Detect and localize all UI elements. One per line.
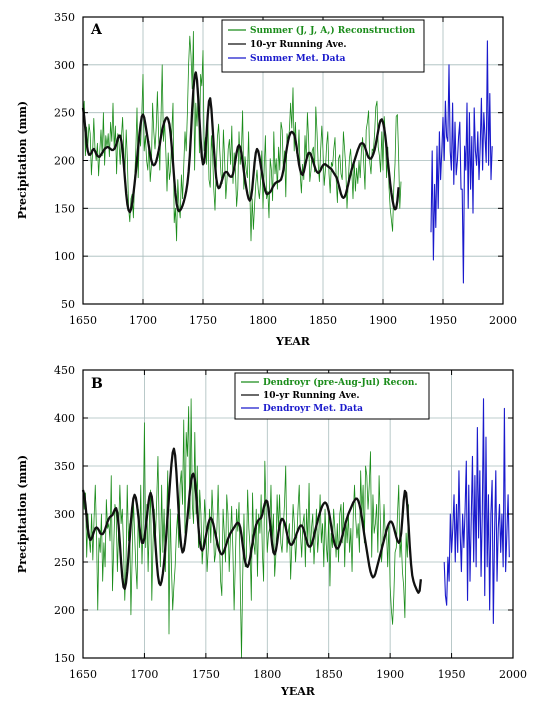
series-group-a (81, 30, 493, 284)
panel-b: 1650 1700 1750 1800 1850 1900 1950 2000 150 200 25… (16, 364, 527, 698)
y-tick-label-a: 150 (54, 202, 75, 215)
x-tick-label-b: 1700 (130, 668, 158, 681)
legend-b: Dendroyr (pre-Aug-Jul) Recon. 10-yr Runn… (234, 372, 430, 420)
y-tick-label-a: 350 (54, 11, 75, 24)
x-tick-label-a: 1800 (249, 314, 277, 327)
ticks-b: 1650 1700 1750 1800 1850 1900 1950 2000 150 200 25… (54, 364, 527, 681)
x-tick-label-a: 1900 (369, 314, 397, 327)
x-axis-label-a: YEAR (275, 335, 311, 348)
y-tick-label-a: 300 (54, 59, 75, 72)
legend-label-met-data-a: Summer Met. Data (250, 54, 346, 64)
y-tick-label-b: 300 (54, 508, 75, 521)
x-axis-label-b: YEAR (280, 685, 316, 698)
legend-label-reconstruction-a: Summer (J, J, A,) Reconstruction (250, 25, 416, 36)
x-tick-label-a: 1650 (69, 314, 97, 327)
y-tick-label-b: 150 (54, 652, 75, 665)
legend-label-met-data-b: Dendroyr Met. Data (263, 404, 363, 414)
x-tick-label-a: 1950 (429, 314, 457, 327)
x-tick-label-a: 2000 (489, 314, 517, 327)
legend-a: Summer (J, J, A,) Reconstruction 10-yr R… (221, 19, 425, 73)
legend-label-running-ave-a: 10-yr Running Ave. (250, 40, 347, 50)
series-line-running-ave-a (81, 71, 400, 214)
x-tick-label-a: 1750 (189, 314, 217, 327)
series-line-met-data-a (430, 40, 493, 284)
x-tick-label-b: 1750 (192, 668, 220, 681)
x-tick-label-b: 1950 (438, 668, 466, 681)
y-tick-label-b: 450 (54, 364, 75, 377)
legend-label-reconstruction-b: Dendroyr (pre-Aug-Jul) Recon. (263, 377, 418, 388)
x-tick-label-b: 1650 (69, 668, 97, 681)
x-tick-label-b: 1900 (376, 668, 404, 681)
panel-label-a: A (90, 22, 103, 38)
y-tick-label-a: 50 (61, 298, 75, 311)
x-tick-label-a: 1700 (129, 314, 157, 327)
y-tick-label-a: 100 (54, 250, 75, 263)
y-tick-label-a: 200 (54, 155, 75, 168)
y-axis-label-a: Precipitation (mm) (16, 101, 29, 219)
legend-box-a (221, 19, 425, 73)
legend-box-b (234, 372, 430, 420)
panel-a: 1650 1700 1750 1800 1850 1900 1950 2000 50 100 150… (16, 11, 517, 348)
y-tick-label-b: 400 (54, 412, 75, 425)
y-tick-label-a: 250 (54, 107, 75, 120)
y-axis-label-b: Precipitation (mm) (16, 455, 29, 573)
y-tick-label-b: 350 (54, 460, 75, 473)
series-group-b (81, 398, 510, 659)
legend-label-running-ave-b: 10-yr Running Ave. (263, 391, 360, 401)
x-tick-label-b: 1800 (253, 668, 281, 681)
x-tick-label-b: 2000 (499, 668, 527, 681)
series-line-running-ave-b (81, 447, 423, 594)
panel-label-b: B (91, 376, 103, 392)
series-line-met-data-b (443, 398, 510, 624)
y-tick-label-b: 250 (54, 556, 75, 569)
ticks-a: 1650 1700 1750 1800 1850 1900 1950 2000 50 100 150… (54, 11, 517, 327)
x-tick-label-a: 1850 (309, 314, 337, 327)
y-tick-label-b: 200 (54, 604, 75, 617)
x-tick-label-b: 1850 (315, 668, 343, 681)
